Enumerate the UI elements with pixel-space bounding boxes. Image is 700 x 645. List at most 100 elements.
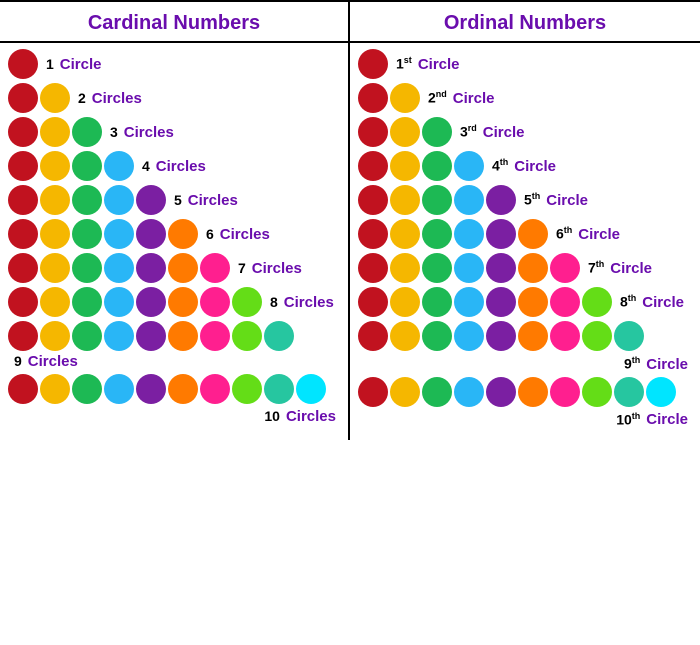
cardinal-heading: Cardinal Numbers [0,8,348,43]
ordinal-label: 8thCircle [620,293,684,311]
count-circle [40,185,70,215]
count-circle [72,117,102,147]
count-circle [454,253,484,283]
row-number: 5th [524,191,540,208]
ordinal-row: 9thCircle [358,321,692,373]
ordinal-row: 1stCircle [358,49,692,79]
ordinal-row: 7thCircle [358,253,692,283]
row-number: 3rd [460,123,477,140]
count-circle [390,253,420,283]
row-word: Circles [156,158,206,175]
count-circle [72,185,102,215]
ordinal-row: 3rd Circle [358,117,692,147]
count-circle [358,49,388,79]
row-number: 7th [588,259,604,276]
count-circle [8,49,38,79]
count-circle [518,219,548,249]
cardinal-label: 10Circles [8,408,340,425]
count-circle [72,374,102,404]
row-word: Circles [188,192,238,209]
cardinal-label: 2Circles [78,90,142,107]
count-circle [8,185,38,215]
cardinal-row: 1Circle [8,49,340,79]
count-circle [104,287,134,317]
ordinal-label: 4thCircle [492,157,556,175]
count-circle [390,83,420,113]
row-word: Circle [483,124,525,141]
count-circle [136,374,166,404]
count-circle [168,253,198,283]
count-circle [168,374,198,404]
count-circle [200,321,230,351]
count-circle [358,83,388,113]
count-circle [422,151,452,181]
count-circle [422,253,452,283]
count-circle [486,185,516,215]
count-circle [550,287,580,317]
ordinal-heading: Ordinal Numbers [350,8,700,43]
count-circle [390,287,420,317]
row-word: Circles [28,353,78,370]
row-number: 8 [270,294,278,310]
ordinal-row: 2ndCircle [358,83,692,113]
count-circle [72,151,102,181]
cardinal-row: 10Circles [8,374,340,425]
count-circle [72,321,102,351]
cardinal-label: 1Circle [46,56,102,73]
ordinal-row: 5th Circle [358,185,692,215]
cardinal-label: 3Circles [110,124,174,141]
cardinal-label: 7Circles [238,260,302,277]
count-circle [582,321,612,351]
count-circle [390,219,420,249]
count-circle [40,117,70,147]
count-circle [200,374,230,404]
row-number: 4th [492,157,508,174]
cardinal-row: 7Circles [8,253,340,283]
count-circle [8,151,38,181]
count-circle [72,253,102,283]
ordinal-label: 10th Circle [358,411,692,429]
cardinal-row: 2Circles [8,83,340,113]
count-circle [264,374,294,404]
count-circle [486,219,516,249]
count-circle [550,377,580,407]
count-circle [232,321,262,351]
count-circle [454,287,484,317]
count-circle [136,219,166,249]
count-circle [104,321,134,351]
row-word: Circle [578,226,620,243]
row-word: Circles [286,408,336,425]
count-circle [136,321,166,351]
count-circle [518,321,548,351]
cardinal-label: 4 Circles [142,158,206,175]
row-word: Circle [546,192,588,209]
row-word: Circle [646,411,688,428]
row-number: 4 [142,158,150,174]
row-number: 2nd [428,89,447,106]
row-word: Circle [646,356,688,373]
cardinal-column: Cardinal Numbers 1Circle 2Circles 3Circles… [0,2,350,440]
cardinal-rows: 1Circle2Circles3Circles4Circles5Circles6… [8,49,340,425]
count-circle [646,377,676,407]
ordinal-label: 2ndCircle [428,89,495,107]
row-number: 7 [238,260,246,276]
row-word: Circle [418,56,460,73]
count-circle [390,151,420,181]
row-word: Circles [284,294,334,311]
count-circle [8,321,38,351]
count-circle [40,321,70,351]
row-number: 10th [616,411,640,428]
count-circle [486,253,516,283]
count-circle [40,83,70,113]
count-circle [454,321,484,351]
count-circle [390,321,420,351]
count-circle [8,83,38,113]
count-circle [232,374,262,404]
ordinal-label: 1stCircle [396,55,460,73]
count-circle [8,253,38,283]
ordinal-label: 9thCircle [358,355,692,373]
row-word: Circles [220,226,270,243]
count-circle [358,219,388,249]
count-circle [40,253,70,283]
cardinal-row: 3Circles [8,117,340,147]
